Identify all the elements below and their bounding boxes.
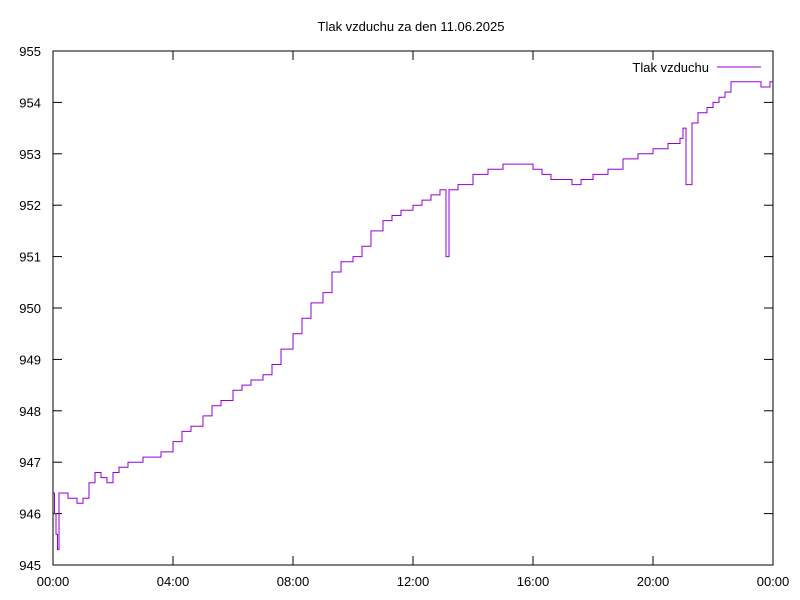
y-tick-label: 946 [19,507,41,522]
y-tick-label: 953 [19,147,41,162]
y-tick-label: 951 [19,250,41,265]
x-tick-label: 00:00 [757,574,790,589]
x-axis: 00:00 04:00 08:00 12:00 16:00 20:00 00:00 [37,51,790,589]
y-tick-label: 952 [19,198,41,213]
series-line [53,81,773,551]
y-axis: 945 946 947 948 949 950 951 952 953 954 955 [19,44,773,573]
plot-frame [52,50,774,566]
x-tick-label: 16:00 [517,574,550,589]
x-tick-label: 12:00 [397,574,430,589]
y-tick-label: 947 [19,455,41,470]
x-tick-label: 00:00 [37,574,70,589]
y-tick-label: 955 [19,44,41,59]
y-tick-label: 948 [19,404,41,419]
y-tick-label: 945 [19,558,41,573]
chart-title: Tlak vzduchu za den 11.06.2025 [318,19,505,34]
y-tick-label: 950 [19,301,41,316]
y-tick-label: 954 [19,95,41,110]
y-tick-label: 949 [19,352,41,367]
legend: Tlak vzduchu [632,60,761,75]
x-tick-label: 20:00 [637,574,670,589]
legend-label: Tlak vzduchu [632,60,709,75]
x-tick-label: 08:00 [277,574,310,589]
x-tick-label: 04:00 [157,574,190,589]
series-layer [53,81,773,551]
